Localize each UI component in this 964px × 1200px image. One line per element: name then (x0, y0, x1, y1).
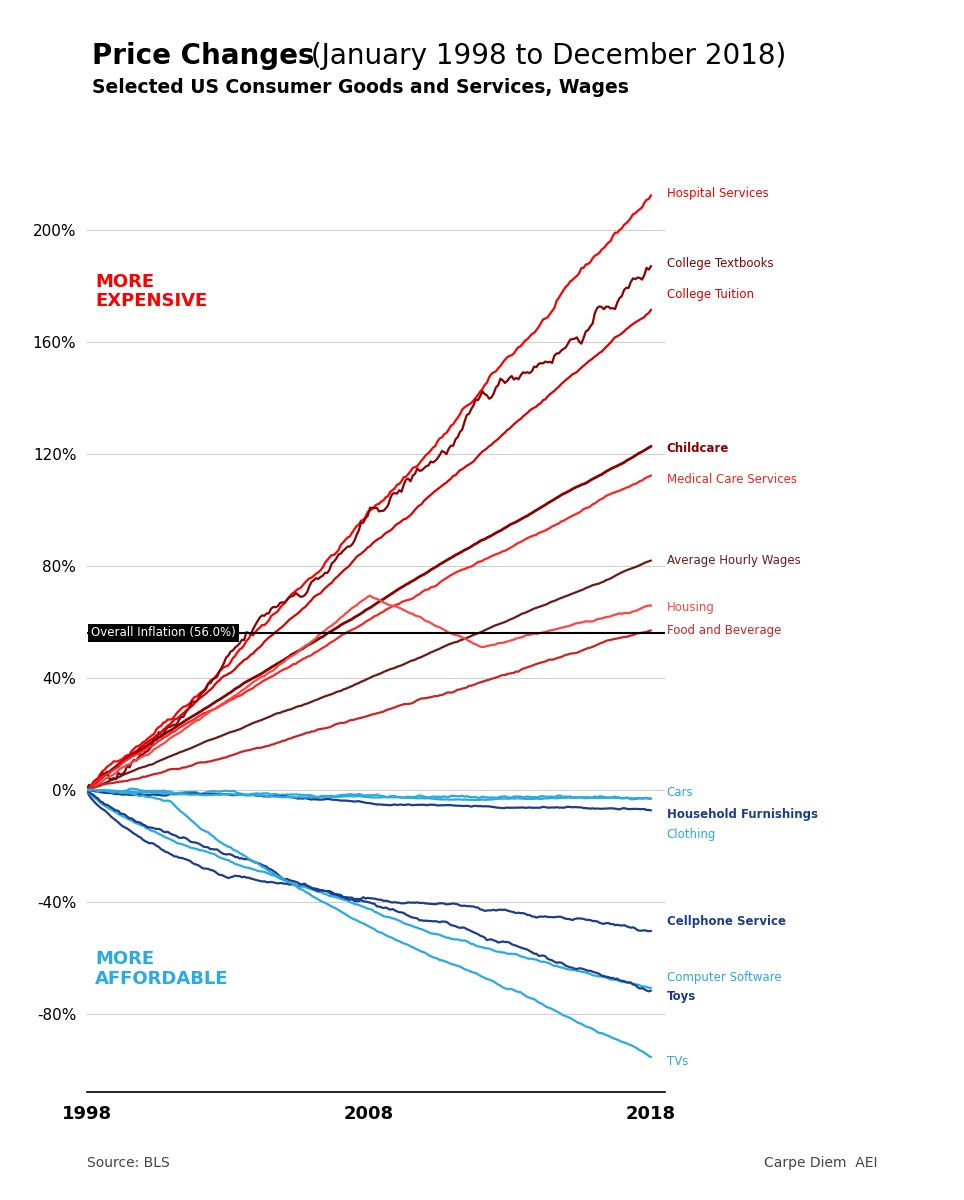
Text: College Tuition: College Tuition (666, 288, 754, 301)
Text: Cellphone Service: Cellphone Service (666, 914, 786, 928)
Text: (January 1998 to December 2018): (January 1998 to December 2018) (302, 42, 786, 70)
Text: TVs: TVs (666, 1055, 688, 1068)
Text: MORE
EXPENSIVE: MORE EXPENSIVE (95, 272, 207, 311)
Text: Household Furnishings: Household Furnishings (666, 809, 817, 822)
Text: Medical Care Services: Medical Care Services (666, 473, 796, 486)
Text: Carpe Diem  AEI: Carpe Diem AEI (763, 1156, 877, 1170)
Text: Computer Software: Computer Software (666, 971, 781, 984)
Text: Clothing: Clothing (666, 828, 716, 841)
Text: Hospital Services: Hospital Services (666, 187, 768, 200)
Text: Price Changes: Price Changes (92, 42, 314, 70)
Text: Overall Inflation (56.0%): Overall Inflation (56.0%) (91, 626, 236, 640)
Text: MORE
AFFORDABLE: MORE AFFORDABLE (95, 950, 228, 988)
Text: Cars: Cars (666, 786, 693, 799)
Text: Food and Beverage: Food and Beverage (666, 624, 781, 637)
Text: Childcare: Childcare (666, 442, 729, 455)
Text: Source: BLS: Source: BLS (87, 1156, 170, 1170)
Text: Housing: Housing (666, 601, 714, 614)
Text: Toys: Toys (666, 990, 696, 1003)
Text: Average Hourly Wages: Average Hourly Wages (666, 553, 800, 566)
Text: Selected US Consumer Goods and Services, Wages: Selected US Consumer Goods and Services,… (92, 78, 629, 97)
Text: College Textbooks: College Textbooks (666, 257, 773, 270)
